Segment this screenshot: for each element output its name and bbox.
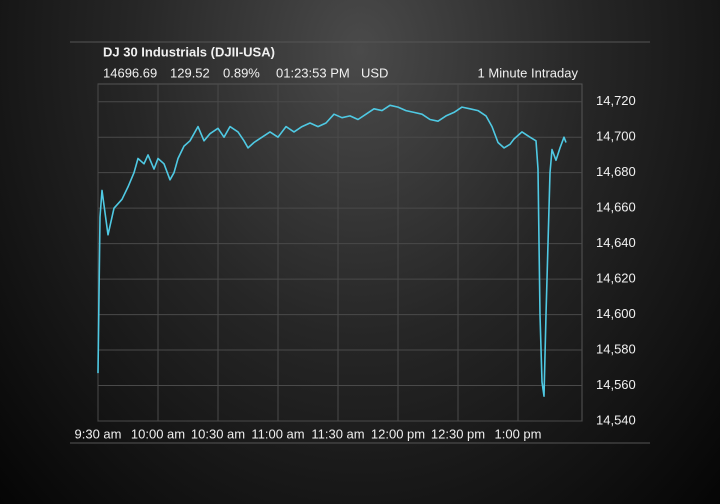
- y-tick-label: 14,560: [596, 377, 636, 392]
- x-tick-label: 11:30 am: [311, 426, 364, 441]
- x-tick-label: 9:30 am: [75, 426, 122, 441]
- percent-change: 0.89%: [223, 65, 260, 80]
- y-tick-label: 14,660: [596, 200, 636, 215]
- y-tick-label: 14,600: [596, 306, 636, 321]
- y-tick-label: 14,640: [596, 235, 636, 250]
- y-tick-label: 14,540: [596, 412, 636, 427]
- price-line: [97, 104, 567, 397]
- currency: USD: [361, 65, 388, 80]
- chart-title: DJ 30 Industrials (DJII-USA): [103, 44, 275, 59]
- last-price: 14696.69: [103, 65, 157, 80]
- x-tick-label: 10:00 am: [131, 426, 185, 441]
- x-tick-label: 1:00 pm: [495, 426, 542, 441]
- time: 01:23:53 PM: [276, 65, 350, 80]
- change: 129.52: [170, 65, 210, 80]
- x-tick-label: 12:00 pm: [371, 426, 425, 441]
- plot-frame: [97, 83, 583, 422]
- y-tick-label: 14,680: [596, 164, 636, 179]
- x-tick-label: 10:30 am: [191, 426, 245, 441]
- y-tick-label: 14,700: [596, 129, 636, 144]
- y-tick-label: 14,580: [596, 341, 636, 356]
- y-tick-label: 14,720: [596, 93, 636, 108]
- x-tick-label: 12:30 pm: [431, 426, 485, 441]
- y-tick-label: 14,620: [596, 271, 636, 286]
- interval: 1 Minute Intraday: [478, 65, 579, 80]
- x-tick-label: 11:00 am: [251, 426, 304, 441]
